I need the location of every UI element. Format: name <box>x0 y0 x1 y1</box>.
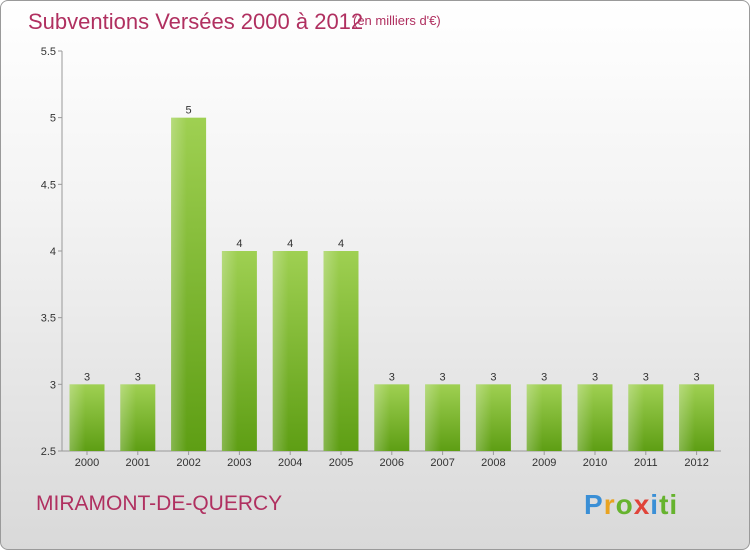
data-label: 4 <box>236 238 242 250</box>
y-tick-label: 5 <box>50 113 56 125</box>
x-tick-label: 2007 <box>430 457 454 469</box>
x-tick-label: 2009 <box>532 457 556 469</box>
data-label: 3 <box>592 371 598 383</box>
data-label: 3 <box>135 371 141 383</box>
bar-highlight <box>221 251 238 451</box>
x-tick-label: 2006 <box>380 457 404 469</box>
x-tick-label: 2003 <box>227 457 251 469</box>
bar-chart: 2.5 3 3.5 4 4.5 5 5.5 2000 3 2001 3 2002 5 2003 4 2004… <box>41 46 721 469</box>
bar-highlight <box>679 384 695 451</box>
y-tick-label: 3.5 <box>41 313 56 325</box>
x-tick-label: 2010 <box>583 457 607 469</box>
data-label: 3 <box>440 371 446 383</box>
data-label: 3 <box>694 371 700 383</box>
data-label: 4 <box>287 238 293 250</box>
data-label: 4 <box>338 238 344 250</box>
bar-highlight <box>272 251 289 451</box>
y-tick-label: 4.5 <box>41 179 56 191</box>
x-tick-label: 2001 <box>126 457 150 469</box>
data-label: 3 <box>643 371 649 383</box>
proxiti-logo: Proxiti <box>584 489 679 520</box>
x-tick-label: 2004 <box>278 457 302 469</box>
data-label: 5 <box>186 105 192 117</box>
chart-title: Subventions Versées 2000 à 2012 <box>28 9 364 34</box>
bar-highlight <box>628 384 645 451</box>
data-label: 3 <box>389 371 395 383</box>
y-tick-label: 2.5 <box>41 446 56 458</box>
bar-highlight <box>526 384 543 451</box>
data-label: 3 <box>84 371 90 383</box>
x-tick-label: 2008 <box>481 457 505 469</box>
x-tick-label: 2000 <box>75 457 99 469</box>
y-tick-label: 5.5 <box>41 46 56 58</box>
bar-highlight <box>374 384 391 451</box>
x-tick-label: 2011 <box>634 457 658 469</box>
y-tick-label: 3 <box>50 379 56 391</box>
bar-highlight <box>69 384 86 451</box>
bar-highlight <box>475 384 492 451</box>
y-tick-label: 4 <box>50 246 56 258</box>
bar-highlight <box>425 384 441 451</box>
data-label: 3 <box>490 371 496 383</box>
commune-name: MIRAMONT-DE-QUERCY <box>36 492 283 515</box>
x-tick-label: 2002 <box>176 457 200 469</box>
unit-note: (en milliers d'€) <box>353 13 441 28</box>
bar-highlight <box>120 384 137 451</box>
x-tick-label: 2005 <box>329 457 353 469</box>
x-tick-label: 2012 <box>684 457 708 469</box>
bar-highlight <box>171 117 187 452</box>
data-label: 3 <box>541 371 547 383</box>
bar-highlight <box>323 251 340 451</box>
bar-highlight <box>577 384 594 451</box>
